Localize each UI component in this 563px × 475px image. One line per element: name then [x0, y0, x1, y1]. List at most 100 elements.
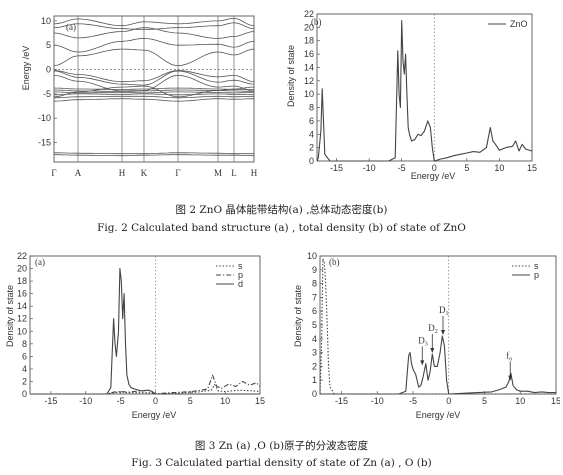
annotation-label: D1 — [439, 305, 449, 317]
energy-band — [54, 91, 254, 94]
x-tick-label: -10 — [371, 396, 384, 406]
y-axis-label: Density of state — [5, 285, 15, 347]
y-tick-label: 8 — [22, 339, 27, 349]
y-tick-label: 1 — [312, 375, 317, 385]
x-axis-label: Energy /eV — [416, 410, 461, 420]
y-tick-label: 5 — [46, 40, 51, 50]
y-tick-label: 9 — [312, 265, 317, 275]
y-tick-label: -5 — [43, 89, 51, 99]
y-tick-label: 18 — [17, 276, 27, 286]
y-tick-label: 5 — [312, 320, 317, 330]
x-tick-label: -10 — [363, 163, 376, 173]
annotation-arrowhead — [420, 360, 425, 366]
y-tick-label: 20 — [17, 264, 27, 274]
annotation-arrowhead — [430, 347, 435, 353]
y-tick-label: 8 — [309, 103, 314, 113]
energy-band — [53, 70, 255, 86]
annotation-arrowhead — [441, 330, 446, 336]
y-tick-label: 2 — [312, 361, 317, 371]
energy-band — [54, 89, 254, 92]
panel-label: (a) — [35, 257, 45, 267]
x-tick-label: 0 — [153, 396, 158, 406]
y-axis-label: Density of state — [286, 45, 296, 107]
y-tick-label: 14 — [304, 62, 314, 72]
energy-band — [53, 22, 255, 30]
plot-frame — [29, 255, 261, 395]
energy-band — [53, 17, 255, 27]
x-tick-label: -5 — [117, 396, 125, 406]
series-line-d — [30, 267, 260, 395]
series-line-zno — [316, 20, 533, 162]
legend-label-s: s — [238, 261, 243, 271]
x-tick-label: 5 — [482, 396, 487, 406]
y-tick-label: 22 — [304, 9, 314, 19]
figure3-caption-cn: 图 3 Zn (a) ,O (b)原子的分波态密度 — [194, 440, 369, 452]
y-tick-label: 22 — [17, 251, 27, 261]
figure3-caption-en: Fig. 3 Calculated partial density of sta… — [131, 457, 432, 469]
energy-band — [53, 48, 255, 67]
x-tick-label: 0 — [446, 396, 451, 406]
y-tick-label: 12 — [304, 76, 314, 86]
x-tick-label: 10 — [515, 396, 525, 406]
energy-band — [53, 85, 254, 98]
x-tick-label: 5 — [188, 396, 193, 406]
y-tick-label: 0 — [22, 389, 27, 399]
y-tick-label: -10 — [38, 113, 51, 123]
x-tick-label: 10 — [494, 163, 504, 173]
y-tick-label: 4 — [22, 364, 27, 374]
panel-label: (b) — [329, 257, 340, 267]
k-point-label: A — [75, 168, 82, 178]
plot-frame — [53, 15, 255, 163]
x-tick-label: -5 — [398, 163, 406, 173]
y-tick-label: 6 — [312, 306, 317, 316]
y-tick-label: 6 — [22, 351, 27, 361]
y-axis-label: Density of state — [293, 285, 303, 347]
y-tick-label: 10 — [41, 16, 51, 26]
x-tick-label: 15 — [551, 396, 560, 406]
energy-band — [54, 154, 254, 157]
energy-band — [53, 27, 255, 39]
y-tick-label: 2 — [309, 143, 314, 153]
panel-label: (b) — [311, 17, 322, 27]
series-line-s — [319, 258, 556, 395]
annotation-label: D3 — [418, 335, 428, 347]
x-tick-label: -15 — [330, 163, 343, 173]
k-point-label: L — [231, 168, 237, 178]
legend-label-p: p — [534, 270, 539, 280]
y-tick-label: 4 — [309, 129, 314, 139]
x-tick-label: 15 — [255, 396, 265, 406]
x-tick-label: -5 — [409, 396, 417, 406]
y-tick-label: 0 — [309, 156, 314, 166]
y-axis-label: Energy /eV — [21, 46, 31, 91]
k-point-label: K — [141, 168, 148, 178]
energy-band — [53, 37, 255, 53]
figure2-caption-en: Fig. 2 Calculated band structure (a) , t… — [97, 222, 466, 234]
k-point-label: H — [251, 168, 258, 178]
y-tick-label: -15 — [38, 138, 51, 148]
o-partial-dos-chart: (b) Density of state Energy /eV 0 1 2 3 4 5 6 7… — [293, 251, 560, 420]
figure2-caption-cn: 图 2 ZnO 晶体能带结构(a) ,总体动态密度(b) — [175, 204, 388, 216]
y-tick-label: 4 — [312, 334, 317, 344]
legend-label-d: d — [238, 279, 243, 289]
energy-band — [53, 95, 254, 99]
k-point-label: Γ — [175, 168, 180, 178]
k-point-label: H — [119, 168, 126, 178]
legend-label-p: p — [238, 270, 243, 280]
k-point-label: M — [214, 168, 222, 178]
annotation-arrowhead — [508, 375, 513, 381]
series-line-p — [30, 374, 261, 395]
x-tick-label: 5 — [464, 163, 469, 173]
plot-frame — [316, 13, 533, 162]
energy-band — [54, 152, 254, 155]
x-tick-label: 10 — [220, 396, 230, 406]
y-tick-label: 7 — [312, 292, 317, 302]
y-tick-label: 0 — [312, 389, 317, 399]
x-tick-label: -10 — [79, 396, 92, 406]
x-axis-label: Energy /eV — [411, 171, 456, 181]
y-tick-label: 2 — [22, 376, 27, 386]
legend-label-s: s — [534, 261, 539, 271]
y-tick-label: 16 — [304, 49, 314, 59]
y-tick-label: 14 — [17, 301, 27, 311]
energy-band — [54, 93, 254, 96]
energy-band — [53, 98, 254, 102]
